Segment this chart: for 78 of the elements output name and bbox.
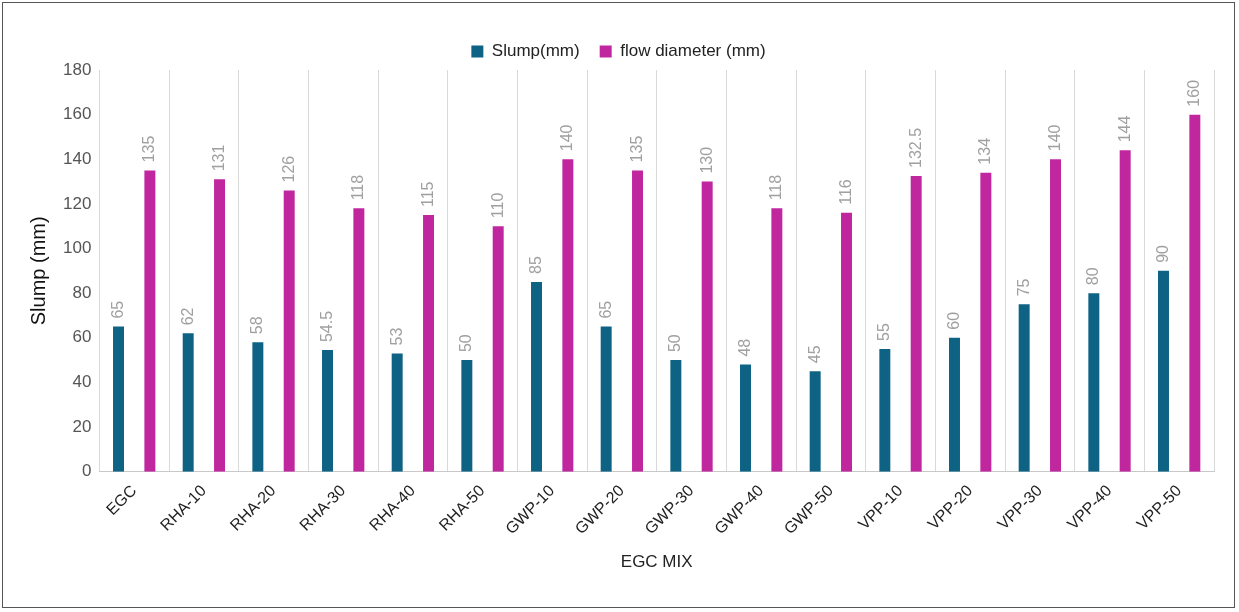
data-label: 126 — [279, 155, 297, 183]
bar — [701, 181, 713, 472]
bar — [600, 326, 612, 472]
data-label: 130 — [697, 146, 715, 174]
bar — [1189, 114, 1201, 472]
bar — [1158, 270, 1169, 472]
legend-label: Slump(mm) — [491, 41, 580, 61]
bar — [531, 281, 542, 472]
bar — [1119, 150, 1131, 472]
bar — [809, 371, 821, 472]
legend-label: flow diameter (mm) — [620, 41, 766, 61]
data-label: 58 — [248, 316, 266, 335]
bar — [214, 179, 226, 472]
data-label: 55 — [875, 323, 893, 341]
data-label: 115 — [418, 181, 436, 208]
data-label: 116 — [836, 179, 854, 205]
data-label: 65 — [108, 300, 126, 319]
bar — [322, 350, 333, 472]
bar — [144, 170, 156, 472]
bar — [1088, 293, 1100, 472]
data-label: 140 — [558, 124, 576, 152]
data-label: 53 — [387, 327, 405, 346]
data-label: 135 — [140, 135, 158, 163]
bar — [492, 226, 504, 472]
data-label: 80 — [1084, 267, 1102, 286]
data-label: 134 — [976, 137, 994, 165]
bar — [461, 360, 473, 472]
y-tick-label: 60 — [72, 327, 92, 347]
bar — [910, 175, 922, 472]
y-tick-label: 0 — [81, 461, 92, 481]
bar — [353, 208, 365, 472]
data-label: 118 — [767, 174, 785, 201]
y-tick-label: 180 — [62, 59, 92, 79]
data-label: 85 — [526, 256, 544, 274]
y-tick-label: 40 — [72, 372, 92, 392]
bar — [182, 333, 194, 472]
data-label: 50 — [666, 334, 684, 353]
x-axis-title: EGC MIX — [620, 552, 693, 572]
y-tick-label: 80 — [72, 282, 92, 302]
y-tick-label: 100 — [62, 238, 92, 258]
data-label: 132.5 — [906, 127, 924, 168]
data-label: 140 — [1045, 124, 1063, 152]
bar — [1018, 304, 1030, 472]
bar — [670, 360, 682, 472]
data-label: 135 — [627, 135, 645, 163]
y-tick-label: 120 — [62, 193, 92, 213]
data-label: 90 — [1153, 244, 1171, 263]
data-label: 60 — [944, 311, 962, 330]
bar — [252, 342, 264, 472]
data-label: 160 — [1185, 79, 1203, 107]
data-label: 62 — [178, 307, 196, 326]
data-label: 144 — [1115, 115, 1133, 143]
bar — [1050, 159, 1061, 472]
bar — [562, 159, 574, 472]
data-label: 50 — [457, 334, 475, 353]
bar — [949, 337, 960, 472]
bar — [113, 326, 125, 472]
bar — [980, 172, 992, 472]
bar — [391, 353, 403, 472]
data-label: 45 — [805, 345, 823, 364]
y-tick-label: 140 — [62, 148, 92, 168]
data-label: 75 — [1014, 278, 1032, 297]
data-label: 131 — [209, 144, 227, 172]
bar — [632, 170, 644, 472]
bar — [879, 348, 891, 472]
bar — [841, 212, 852, 472]
data-label: 54.5 — [317, 310, 335, 343]
data-label: 118 — [349, 174, 367, 201]
y-axis-title: Slump (mm) — [26, 216, 49, 326]
bar — [423, 215, 435, 472]
data-label: 48 — [735, 338, 753, 357]
bar — [771, 208, 783, 472]
data-label: 65 — [596, 300, 614, 319]
y-tick-label: 20 — [72, 416, 92, 436]
bar — [283, 190, 295, 472]
y-tick-label: 160 — [62, 104, 92, 124]
data-label: 110 — [488, 192, 506, 219]
bar — [740, 364, 751, 472]
